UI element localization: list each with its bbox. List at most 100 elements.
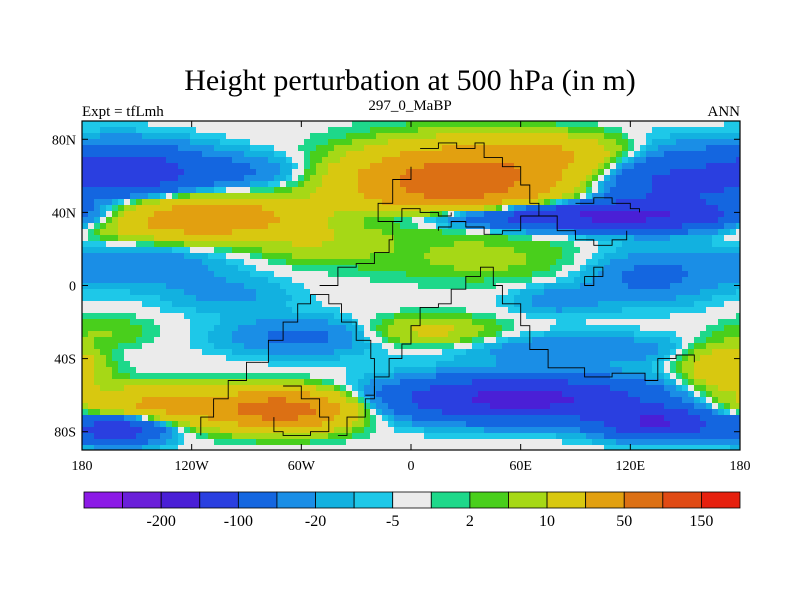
field-cell <box>304 379 311 386</box>
field-cell <box>136 193 143 200</box>
field-cell <box>382 301 389 308</box>
field-cell <box>694 217 701 224</box>
field-cell <box>226 289 233 296</box>
field-cell <box>208 127 215 134</box>
field-cell <box>472 151 479 158</box>
field-cell <box>226 301 233 308</box>
field-cell <box>220 229 227 236</box>
field-cell <box>340 175 347 182</box>
field-cell <box>676 211 683 218</box>
field-cell <box>100 211 107 218</box>
field-cell <box>538 349 545 356</box>
field-cell <box>610 379 617 386</box>
field-cell <box>436 139 443 146</box>
field-cell <box>712 277 719 284</box>
field-cell <box>268 277 275 284</box>
field-cell <box>706 187 713 194</box>
field-cell <box>520 127 527 134</box>
field-cell <box>634 367 641 374</box>
field-cell <box>634 199 641 206</box>
field-cell <box>640 271 647 278</box>
field-cell <box>136 187 143 194</box>
field-cell <box>610 307 617 314</box>
field-cell <box>166 151 173 158</box>
field-cell <box>640 361 647 368</box>
field-cell <box>304 295 311 302</box>
field-cell <box>724 277 731 284</box>
field-cell <box>430 151 437 158</box>
field-cell <box>94 127 101 134</box>
field-cell <box>694 151 701 158</box>
field-cell <box>244 355 251 362</box>
field-cell <box>712 181 719 188</box>
field-cell <box>130 307 137 314</box>
field-cell <box>466 229 473 236</box>
field-cell <box>466 175 473 182</box>
field-cell <box>664 373 671 380</box>
field-cell <box>352 211 359 218</box>
field-cell <box>178 181 185 188</box>
field-cell <box>562 229 569 236</box>
field-cell <box>226 229 233 236</box>
field-cell <box>112 265 119 272</box>
field-cell <box>142 367 149 374</box>
field-cell <box>430 265 437 272</box>
field-cell <box>328 187 335 194</box>
field-cell <box>640 301 647 308</box>
field-cell <box>580 121 587 128</box>
field-cell <box>202 187 209 194</box>
field-cell <box>520 223 527 230</box>
field-cell <box>568 163 575 170</box>
field-cell <box>238 331 245 338</box>
field-cell <box>88 253 95 260</box>
field-cell <box>478 199 485 206</box>
field-cell <box>250 199 257 206</box>
field-cell <box>454 211 461 218</box>
field-cell <box>424 379 431 386</box>
field-cell <box>166 343 173 350</box>
field-cell <box>574 265 581 272</box>
field-cell <box>322 385 329 392</box>
field-cell <box>370 385 377 392</box>
field-cell <box>448 337 455 344</box>
field-cell <box>226 157 233 164</box>
field-cell <box>406 367 413 374</box>
field-cell <box>694 223 701 230</box>
field-cell <box>628 145 635 152</box>
field-cell <box>334 235 341 242</box>
field-cell <box>550 307 557 314</box>
field-cell <box>232 271 239 278</box>
field-cell <box>190 133 197 140</box>
field-cell <box>112 145 119 152</box>
field-cell <box>208 373 215 380</box>
field-cell <box>592 349 599 356</box>
field-cell <box>382 223 389 230</box>
field-cell <box>220 361 227 368</box>
field-cell <box>406 361 413 368</box>
field-cell <box>328 145 335 152</box>
field-cell <box>238 121 245 128</box>
field-cell <box>244 343 251 350</box>
field-cell <box>454 133 461 140</box>
field-cell <box>526 355 533 362</box>
field-cell <box>310 289 317 296</box>
field-cell <box>496 181 503 188</box>
field-cell <box>328 235 335 242</box>
field-cell <box>136 325 143 332</box>
field-cell <box>490 163 497 170</box>
field-cell <box>526 199 533 206</box>
field-cell <box>652 175 659 182</box>
field-cell <box>478 151 485 158</box>
field-cell <box>334 379 341 386</box>
field-cell <box>730 151 737 158</box>
field-cell <box>190 247 197 254</box>
field-cell <box>454 337 461 344</box>
field-cell <box>142 361 149 368</box>
field-cell <box>196 235 203 242</box>
field-cell <box>532 241 539 248</box>
field-cell <box>214 319 221 326</box>
field-cell <box>676 157 683 164</box>
field-cell <box>280 307 287 314</box>
field-cell <box>196 193 203 200</box>
field-cell <box>424 337 431 344</box>
